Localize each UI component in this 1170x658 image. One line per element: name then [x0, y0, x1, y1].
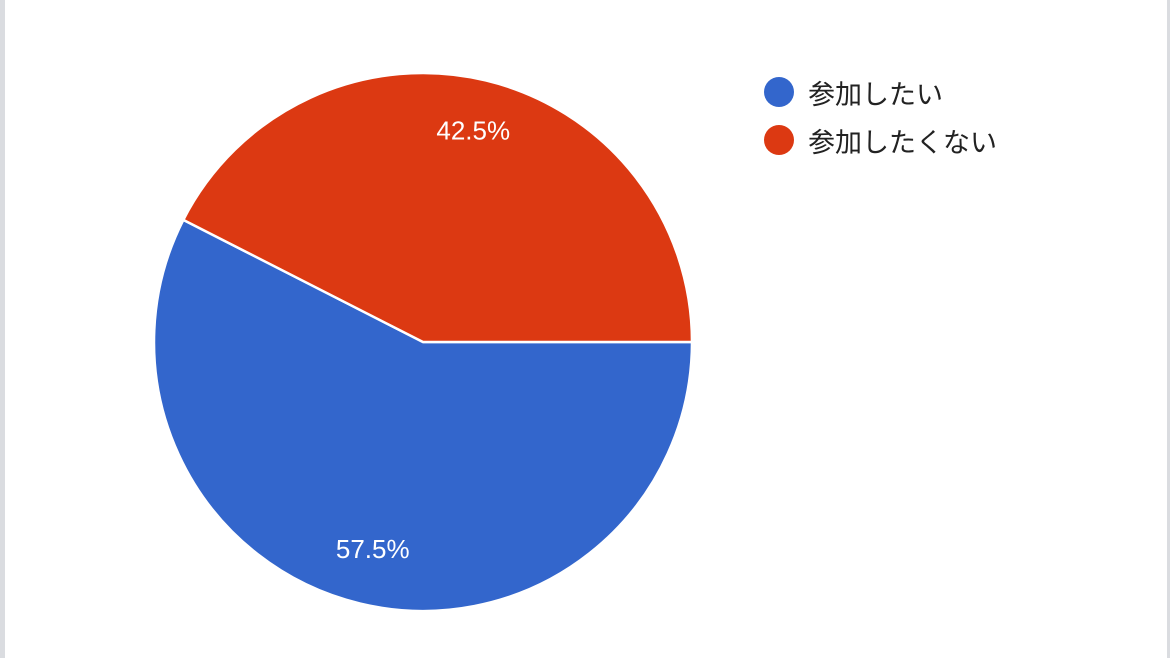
legend-item-sanka-shitakunai[interactable]: 参加したくない	[764, 116, 997, 164]
slice-label-0: 57.5%	[336, 534, 410, 564]
chart-legend: 参加したい 参加したくない	[764, 68, 997, 164]
right-border	[1167, 0, 1170, 658]
legend-swatch-blue	[764, 77, 794, 107]
legend-label: 参加したくない	[808, 127, 997, 159]
legend-swatch-red	[764, 125, 794, 155]
pie-slice-0[interactable]	[152, 218, 694, 613]
legend-item-sanka-shitai[interactable]: 参加したい	[764, 68, 997, 116]
left-border	[0, 0, 5, 658]
legend-label: 参加したい	[808, 79, 943, 111]
slice-label-1: 42.5%	[436, 116, 510, 146]
pie-slice-1[interactable]	[182, 71, 694, 344]
